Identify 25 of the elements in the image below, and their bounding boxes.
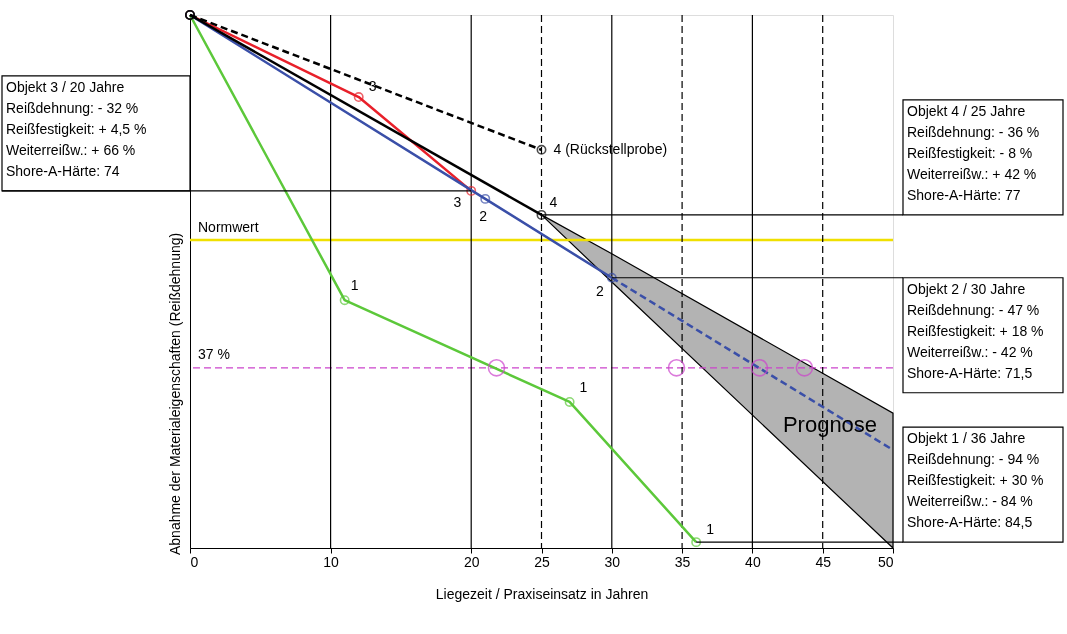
annotation: 37 % [198, 346, 230, 362]
x-tick-label: 20 [463, 553, 480, 570]
x-tick-label: 25 [534, 553, 550, 570]
annotation: Objekt 3 / 20 Jahre Reißdehnung: - 32 % Reißfestigkeit: + 4,5 % Weiterreißw.: + 66 % Shore-A-Härte: 74 [6, 78, 147, 179]
ref-line-label: Normwert [198, 218, 259, 235]
x-tick-label: 0 [190, 553, 199, 570]
x-axis-title: Liegezeit / Praxiseinsatz in Jahren [435, 585, 649, 602]
annotation: 2 [479, 207, 488, 224]
y-axis-title: Abnahme der Materialeigenschaften (Reißdehnung) [166, 232, 183, 556]
annotation: Objekt 4 / 25 Jahre Reißdehnung: - 36 % Reißfestigkeit: - 8 % Weiterreißw.: + 42 % Shore-A-Härte: 77 [907, 102, 1040, 203]
x-tick-label: 30 [604, 553, 621, 570]
annotation: 1 [350, 277, 359, 294]
annotation: 1 [706, 521, 715, 538]
x-tick-label: 45 [815, 553, 832, 570]
annotation: 1 [579, 378, 588, 395]
annotation: Objekt 1 / 36 Jahre Reißdehnung: - 94 % Reißfestigkeit: + 30 % Weiterreißw.: - 84 % Shore-A-Härte: 84,5 [907, 430, 1044, 531]
annotation: 4 [549, 193, 558, 210]
annotation: 3 [368, 78, 377, 95]
x-tick-label: 35 [674, 553, 691, 570]
annotation: Objekt 2 / 30 Jahre Reißdehnung: - 47 % Reißfestigkeit: + 18 % Weiterreißw.: - 42 % Shore-A-Härte: 71,5 [907, 280, 1044, 381]
x-tick-label: 10 [323, 553, 340, 570]
x-tick-label: 40 [745, 553, 761, 570]
x-tick-label: 50 [877, 553, 894, 570]
annotation: 2 [596, 282, 604, 299]
annotation: 3 [453, 193, 462, 210]
